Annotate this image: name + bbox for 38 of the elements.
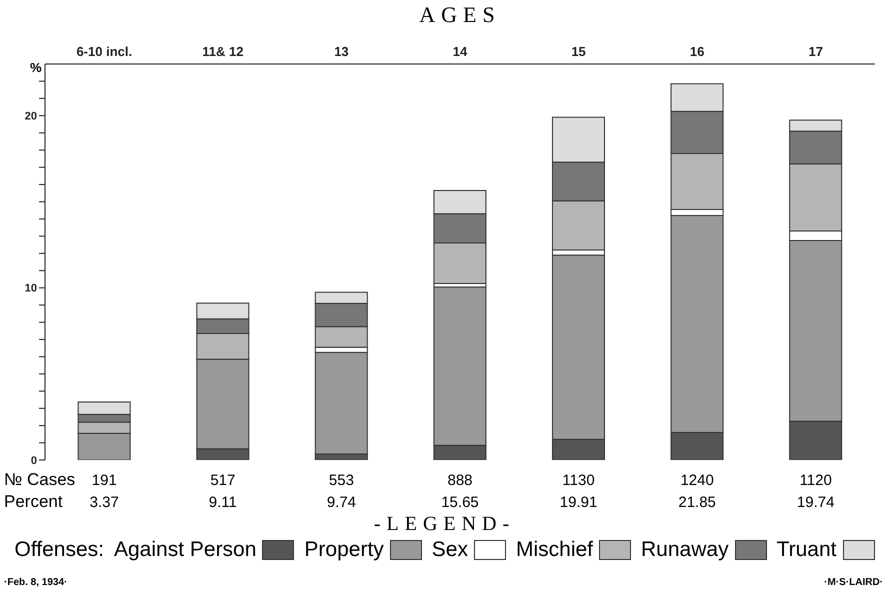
total-label: 15.65 bbox=[440, 494, 480, 511]
text: Percent bbox=[4, 492, 63, 512]
y-axis-title: % bbox=[30, 60, 42, 75]
text: 1130 bbox=[561, 472, 596, 489]
x-axis-title: AGES bbox=[418, 2, 502, 28]
y-tick-label: 20 bbox=[24, 110, 37, 123]
x-tick-label: 11& 12 bbox=[202, 44, 244, 59]
total-label: 19.91 bbox=[558, 494, 598, 511]
text: № Cases bbox=[4, 470, 76, 490]
total-label: 3.37 bbox=[88, 494, 120, 511]
text: -LEGEND- bbox=[372, 513, 516, 536]
text: 191 bbox=[92, 472, 117, 489]
x-tick-label: 6-10 incl. bbox=[76, 44, 132, 59]
legend-label: Mischief bbox=[516, 538, 594, 562]
legend-title: Offenses: bbox=[14, 538, 104, 562]
x-tick-label: 16 bbox=[690, 44, 704, 59]
legend-label: Against Person bbox=[114, 538, 256, 562]
legend-label: Truant bbox=[776, 538, 836, 562]
total-label: 9.11 bbox=[208, 494, 238, 511]
legend-label: Property bbox=[304, 538, 384, 562]
x-tick-label: 17 bbox=[808, 44, 823, 59]
y-tick-label: 0 bbox=[30, 454, 37, 467]
y-tick-label: 10 bbox=[24, 282, 37, 295]
total-label: 9.74 bbox=[326, 494, 358, 511]
text: ·Feb. 8, 1934· bbox=[4, 577, 68, 588]
legend-label: Sex bbox=[432, 538, 468, 562]
x-tick-label: 15 bbox=[571, 44, 586, 59]
text: 888 bbox=[446, 472, 474, 489]
text: 517 bbox=[209, 472, 236, 489]
x-tick-label: 14 bbox=[452, 44, 468, 59]
total-label: 19.74 bbox=[796, 494, 836, 511]
text: 1120 bbox=[798, 472, 833, 489]
legend-label: Runaway bbox=[641, 538, 729, 562]
text: 553 bbox=[328, 472, 355, 489]
text: ·M·S·LAIRD· bbox=[824, 577, 883, 588]
text: 1240 bbox=[679, 472, 715, 489]
total-label: 21.85 bbox=[677, 494, 717, 511]
x-tick-label: 13 bbox=[334, 44, 349, 59]
